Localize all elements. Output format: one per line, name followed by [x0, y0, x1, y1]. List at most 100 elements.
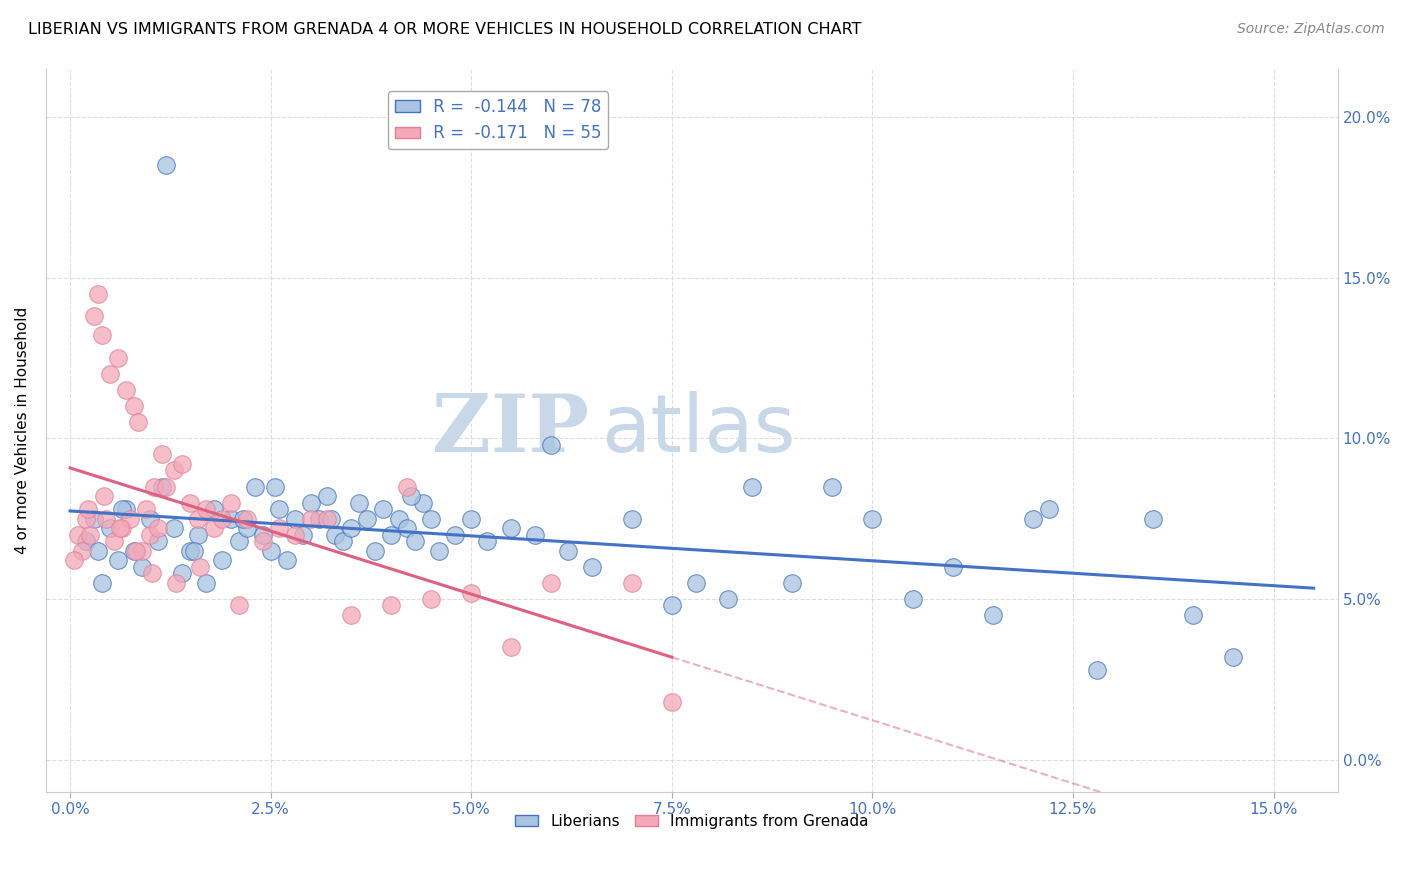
Point [380, 599, 402, 613]
Point [107, 351, 129, 365]
Point [108, 521, 131, 535]
Point [83, 309, 105, 323]
Point [1085, 663, 1108, 677]
Point [204, 521, 226, 535]
Point [93, 489, 115, 503]
Point [131, 560, 153, 574]
Point [67, 527, 90, 541]
Point [115, 383, 138, 397]
Point [540, 576, 562, 591]
Point [235, 521, 257, 535]
Point [420, 592, 443, 607]
Point [1142, 511, 1164, 525]
Point [284, 511, 307, 525]
Point [155, 158, 177, 172]
Point [115, 502, 138, 516]
Point [187, 527, 209, 541]
Point [165, 576, 187, 591]
Point [79, 527, 101, 541]
Point [299, 511, 322, 525]
Point [323, 527, 346, 541]
Point [661, 599, 683, 613]
Point [228, 599, 250, 613]
Point [661, 695, 683, 709]
Point [444, 527, 467, 541]
Text: ZIP: ZIP [432, 392, 589, 469]
Point [942, 560, 965, 574]
Point [163, 463, 186, 477]
Point [98, 521, 121, 535]
Point [120, 511, 142, 525]
Point [267, 521, 290, 535]
Text: LIBERIAN VS IMMIGRANTS FROM GRENADA 4 OR MORE VEHICLES IN HOUSEHOLD CORRELATION : LIBERIAN VS IMMIGRANTS FROM GRENADA 4 OR… [28, 22, 862, 37]
Point [148, 521, 170, 535]
Point [284, 527, 307, 541]
Point [91, 576, 114, 591]
Point [540, 438, 562, 452]
Point [195, 502, 218, 516]
Point [780, 576, 803, 591]
Point [91, 328, 114, 343]
Point [1038, 502, 1060, 516]
Point [122, 544, 145, 558]
Point [460, 585, 482, 599]
Point [219, 511, 242, 525]
Point [83, 511, 105, 525]
Point [70, 544, 93, 558]
Point [122, 399, 145, 413]
Point [139, 511, 162, 525]
Point [741, 479, 763, 493]
Point [427, 544, 450, 558]
Point [127, 415, 149, 429]
Point [347, 495, 370, 509]
Point [901, 592, 924, 607]
Point [1222, 649, 1244, 664]
Point [204, 502, 226, 516]
Point [420, 511, 443, 525]
Point [276, 553, 298, 567]
Point [252, 527, 274, 541]
Point [172, 457, 194, 471]
Point [125, 544, 148, 558]
Point [150, 447, 173, 461]
Legend: Liberians, Immigrants from Grenada: Liberians, Immigrants from Grenada [509, 808, 875, 835]
Point [364, 544, 387, 558]
Point [380, 527, 402, 541]
Point [179, 544, 201, 558]
Point [98, 367, 121, 381]
Point [103, 534, 125, 549]
Point [187, 511, 209, 525]
Point [620, 511, 643, 525]
Point [263, 479, 285, 493]
Point [821, 479, 844, 493]
Point [395, 479, 418, 493]
Point [188, 560, 211, 574]
Point [557, 544, 579, 558]
Point [63, 553, 86, 567]
Point [340, 608, 363, 623]
Y-axis label: 4 or more Vehicles in Household: 4 or more Vehicles in Household [15, 307, 30, 554]
Point [131, 544, 153, 558]
Point [267, 502, 290, 516]
Point [135, 502, 157, 516]
Point [243, 479, 266, 493]
Point [195, 576, 218, 591]
Point [87, 544, 110, 558]
Point [860, 511, 883, 525]
Point [219, 495, 242, 509]
Point [228, 534, 250, 549]
Point [163, 521, 186, 535]
Text: atlas: atlas [602, 392, 796, 469]
Point [371, 502, 394, 516]
Point [139, 527, 162, 541]
Point [477, 534, 499, 549]
Text: Source: ZipAtlas.com: Source: ZipAtlas.com [1237, 22, 1385, 37]
Point [111, 521, 134, 535]
Point [259, 544, 281, 558]
Point [412, 495, 434, 509]
Point [183, 544, 205, 558]
Point [75, 511, 97, 525]
Point [87, 286, 110, 301]
Point [1182, 608, 1205, 623]
Point [211, 511, 233, 525]
